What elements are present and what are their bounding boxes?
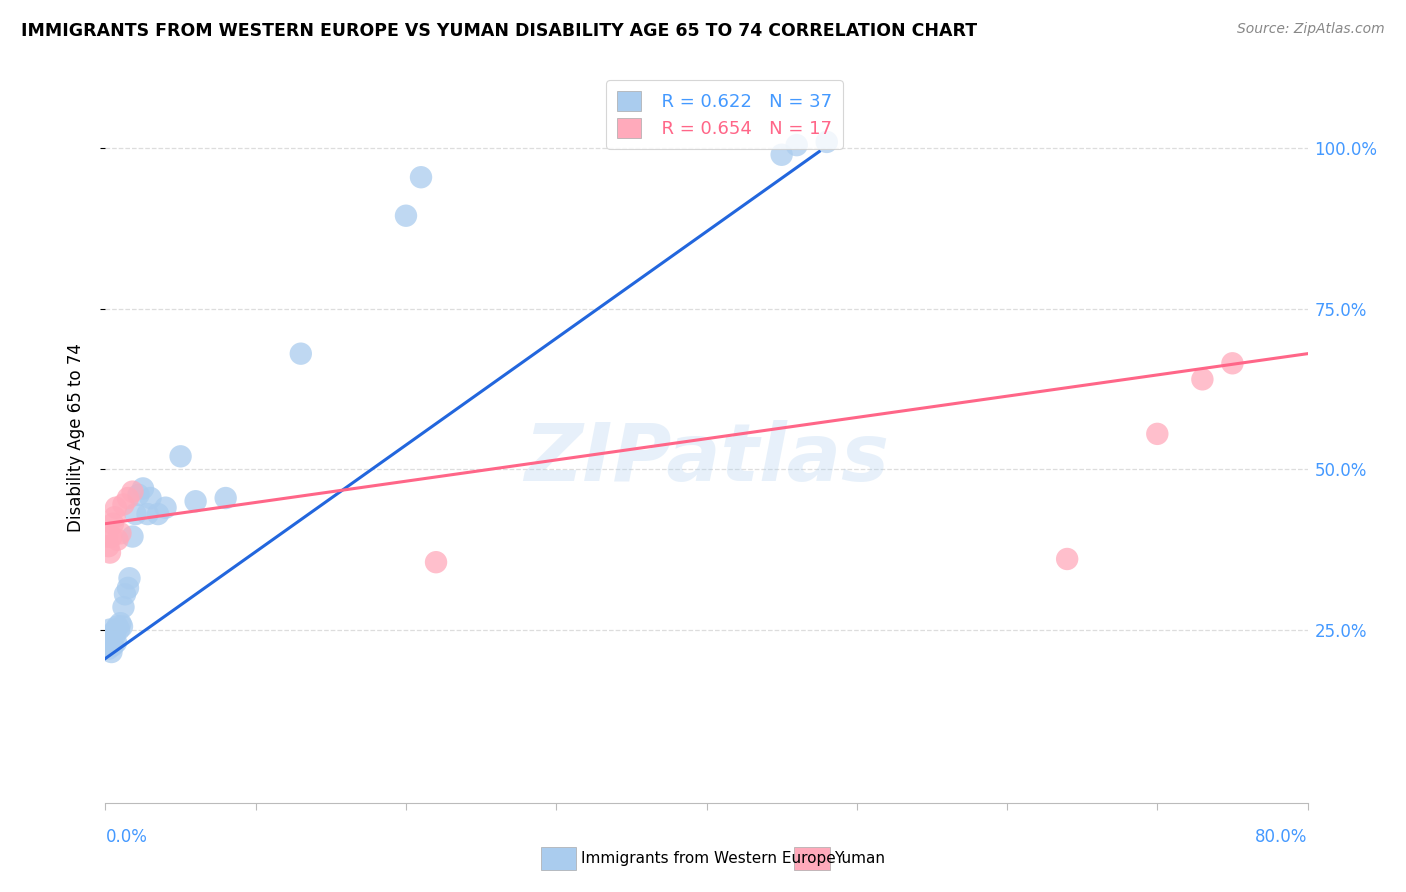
Text: Source: ZipAtlas.com: Source: ZipAtlas.com [1237,22,1385,37]
Point [108,623,131,637]
Point [132,482,155,496]
Point [101,639,124,653]
Point [101,516,124,531]
Text: Yuman: Yuman [834,851,884,865]
Point [214,491,236,505]
Point [117,491,139,505]
Point [1056,552,1078,566]
Point [104,623,127,637]
Point [290,346,312,360]
Point [114,587,136,601]
Point [124,507,146,521]
Point [97,641,120,656]
Point [98,629,121,643]
Point [104,500,127,515]
Point [1222,356,1244,370]
Point [118,571,141,585]
Point [101,625,124,640]
Point [1191,372,1213,386]
Text: Immigrants from Western Europe: Immigrants from Western Europe [581,851,835,865]
Point [395,209,418,223]
Point [409,170,432,185]
Point [136,507,159,521]
Point [786,138,808,153]
Point [770,148,793,162]
Point [112,498,135,512]
Point [425,555,447,569]
Point [103,510,125,524]
Text: 0.0%: 0.0% [105,828,148,846]
Point [815,135,838,149]
Point [100,529,122,543]
Point [98,623,121,637]
Point [96,632,118,647]
Point [100,645,122,659]
Point [98,545,121,559]
Point [128,488,150,502]
Y-axis label: Disability Age 65 to 74: Disability Age 65 to 74 [66,343,84,532]
Point [146,507,169,521]
Point [110,616,132,631]
Point [96,529,118,543]
Legend:   R = 0.622   N = 37,   R = 0.654   N = 17: R = 0.622 N = 37, R = 0.654 N = 17 [606,80,842,149]
Point [139,491,162,505]
Point [100,635,122,649]
Point [107,533,129,547]
Point [184,494,207,508]
Text: IMMIGRANTS FROM WESTERN EUROPE VS YUMAN DISABILITY AGE 65 TO 74 CORRELATION CHAR: IMMIGRANTS FROM WESTERN EUROPE VS YUMAN … [21,22,977,40]
Point [110,526,132,541]
Point [117,581,139,595]
Point [107,619,129,633]
Point [112,600,135,615]
Point [1146,426,1168,441]
Point [111,619,134,633]
Point [103,629,125,643]
Point [155,500,177,515]
Point [104,635,127,649]
Point [169,450,191,464]
Text: 80.0%: 80.0% [1256,828,1308,846]
Text: ZIPatlas: ZIPatlas [524,420,889,498]
Point [121,529,143,543]
Point [97,539,120,553]
Point [121,484,143,499]
Point [96,639,118,653]
